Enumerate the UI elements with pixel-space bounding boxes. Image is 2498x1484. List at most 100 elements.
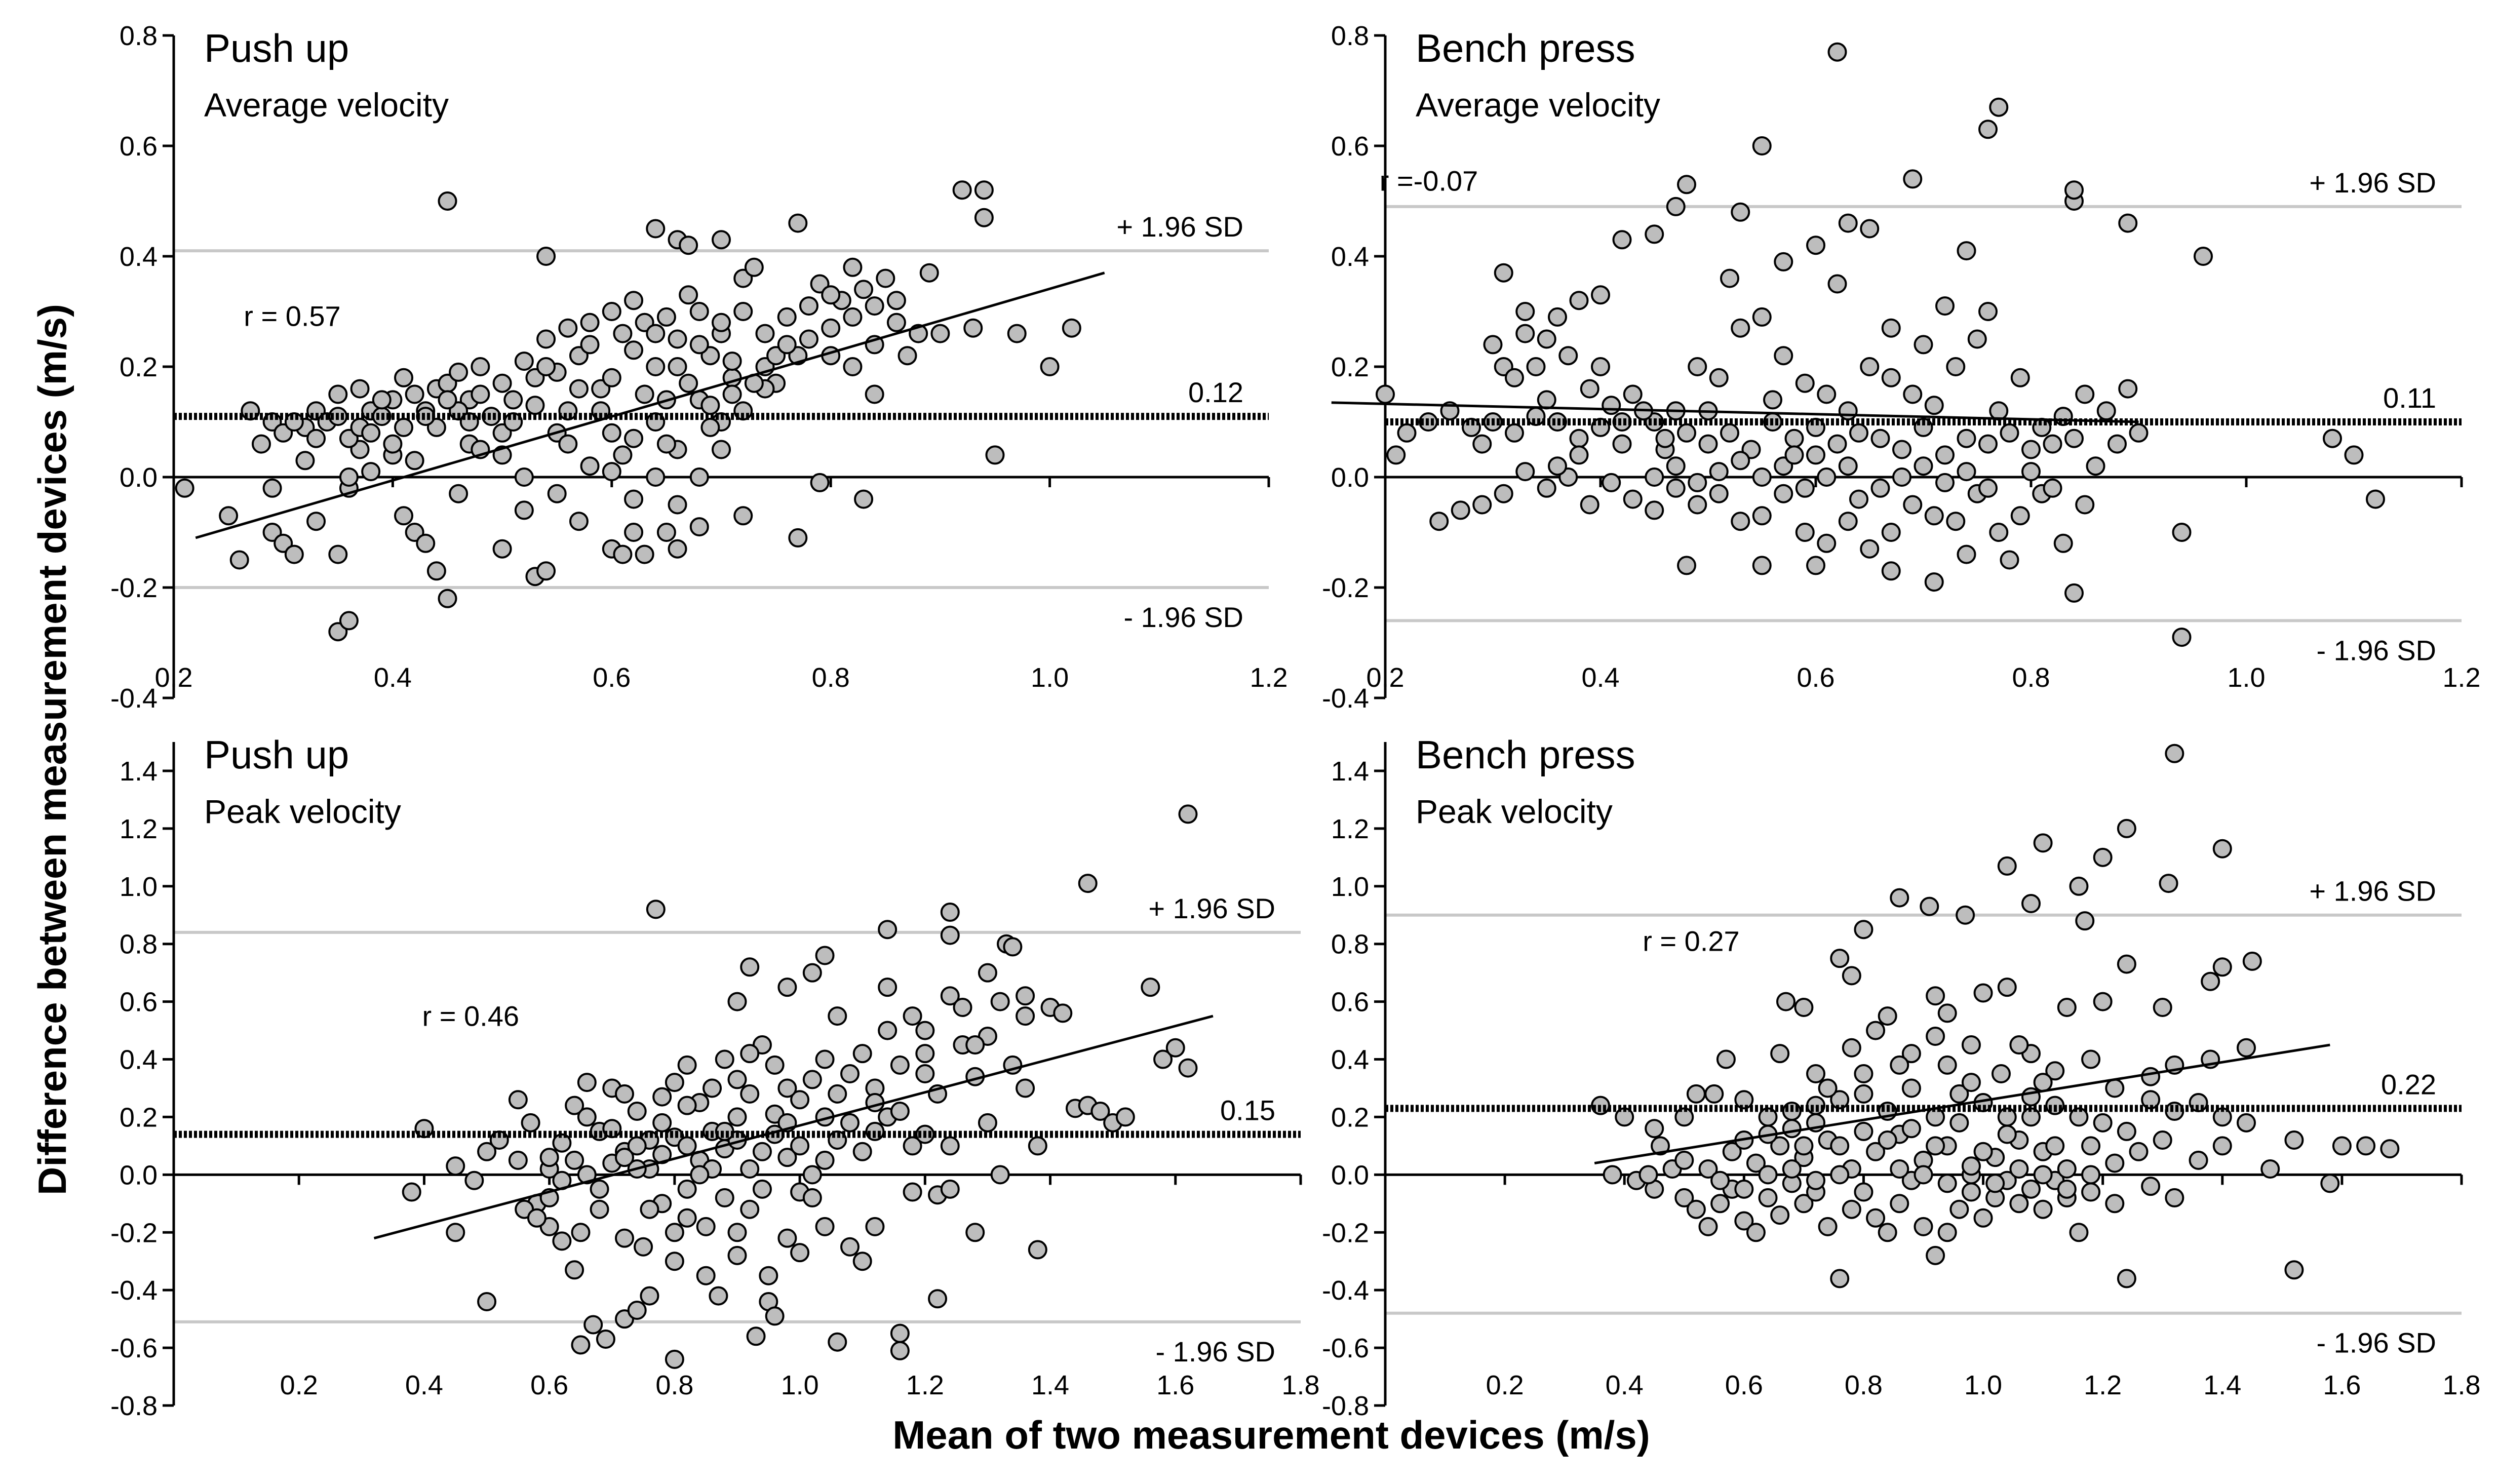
data-point xyxy=(1612,434,1632,454)
data-point xyxy=(1376,384,1395,404)
data-point xyxy=(1989,401,2009,421)
data-point xyxy=(1548,307,1567,327)
mean-bias-label: 0.12 xyxy=(1188,376,1243,408)
data-point xyxy=(1890,888,1909,908)
mean-bias-label: 0.22 xyxy=(2381,1068,2436,1100)
data-point xyxy=(1007,324,1027,343)
data-point xyxy=(668,329,687,349)
data-point xyxy=(577,1165,597,1185)
data-point xyxy=(514,500,534,520)
data-point xyxy=(696,1266,716,1285)
data-point xyxy=(965,1223,985,1242)
x-tick-label: 1.2 xyxy=(2084,1370,2122,1400)
data-point xyxy=(2344,445,2364,465)
data-point xyxy=(1752,556,1772,575)
x-tick-label: 0.6 xyxy=(593,662,631,693)
data-point xyxy=(1645,1119,1664,1139)
data-point xyxy=(1515,302,1535,321)
data-point xyxy=(1903,384,1923,404)
data-point xyxy=(624,523,644,542)
data-point xyxy=(1774,252,1793,271)
data-point xyxy=(1709,368,1729,387)
data-point xyxy=(558,401,578,421)
data-point xyxy=(1997,978,2017,997)
data-point xyxy=(886,313,906,332)
r-label: r = 0.27 xyxy=(1643,925,1739,957)
data-point xyxy=(1854,1121,1873,1141)
data-point xyxy=(1827,42,1847,62)
data-point xyxy=(2069,1107,2089,1127)
data-point xyxy=(1483,335,1503,355)
data-point xyxy=(665,1073,684,1092)
data-point xyxy=(646,219,666,239)
panel-subtitle: Peak velocity xyxy=(1416,793,1613,830)
data-point xyxy=(1623,489,1643,509)
x-tick-label: 0.2 xyxy=(1366,662,1404,693)
data-point xyxy=(802,963,822,983)
data-point xyxy=(1830,1269,1850,1288)
y-tick-label: 0.0 xyxy=(1331,462,1369,493)
y-tick-label: -0.2 xyxy=(1322,573,1369,603)
data-point xyxy=(733,302,753,321)
data-point xyxy=(1967,329,1987,349)
data-point xyxy=(752,1142,772,1161)
x-tick-label: 0.2 xyxy=(154,662,192,693)
data-point xyxy=(727,1223,747,1242)
data-point xyxy=(471,384,490,404)
data-point xyxy=(1842,1038,1861,1058)
data-point xyxy=(709,1286,728,1306)
data-point xyxy=(339,467,359,487)
data-point xyxy=(679,236,698,255)
data-point xyxy=(840,1113,860,1132)
data-point xyxy=(2021,440,2041,459)
y-tick-label: -0.6 xyxy=(110,1333,158,1363)
x-tick-label: 0.8 xyxy=(2012,662,2050,693)
data-point xyxy=(1720,423,1739,443)
data-point xyxy=(788,213,808,233)
data-point xyxy=(2107,434,2127,454)
data-point xyxy=(1178,1058,1198,1078)
data-point xyxy=(1651,1136,1670,1156)
data-point xyxy=(1903,169,1923,189)
data-point xyxy=(1537,390,1556,410)
data-point xyxy=(2064,428,2084,448)
data-point xyxy=(974,180,994,200)
data-point xyxy=(1973,1208,1993,1228)
data-point xyxy=(1580,379,1599,399)
data-point xyxy=(1688,495,1707,515)
data-point xyxy=(175,478,194,498)
data-point xyxy=(2105,1078,2125,1098)
data-point xyxy=(1973,983,1993,1003)
data-point xyxy=(656,307,676,327)
y-tick-label: 0.2 xyxy=(120,352,158,382)
data-point xyxy=(1731,202,1750,222)
data-point xyxy=(1914,456,1933,476)
data-point xyxy=(1686,1199,1706,1219)
y-tick-label: 1.2 xyxy=(1331,814,1369,844)
data-point xyxy=(652,1087,672,1107)
data-point xyxy=(1937,1003,1957,1023)
data-point xyxy=(2159,874,2178,893)
data-point xyxy=(2043,478,2062,498)
y-tick-label: 1.4 xyxy=(120,756,158,787)
data-point xyxy=(1472,434,1492,454)
data-point xyxy=(777,1228,797,1248)
data-point xyxy=(878,978,897,997)
data-point xyxy=(1926,1026,1945,1046)
data-point xyxy=(251,434,271,454)
data-point xyxy=(503,390,523,410)
data-point xyxy=(2237,1113,2256,1132)
data-point xyxy=(2009,1159,2029,1179)
y-tick-label: -0.6 xyxy=(1322,1333,1369,1363)
data-point xyxy=(2212,839,2232,858)
data-point xyxy=(1569,291,1589,310)
data-point xyxy=(1989,97,2009,117)
data-point xyxy=(2045,1136,2065,1156)
data-point xyxy=(815,1049,835,1069)
y-tick-label: -0.8 xyxy=(110,1391,158,1421)
data-point xyxy=(2105,1194,2125,1214)
data-point xyxy=(1770,1136,1790,1156)
data-point xyxy=(2117,818,2136,838)
data-point xyxy=(426,561,446,581)
data-point xyxy=(1838,512,1858,531)
